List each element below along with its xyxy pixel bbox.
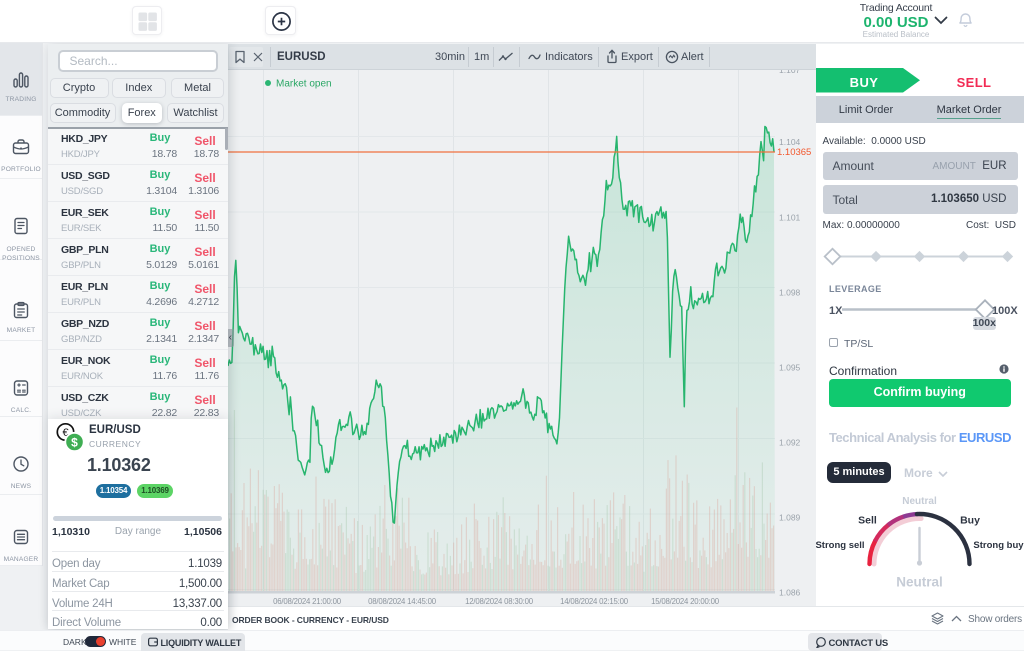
- svg-text:1.089: 1.089: [779, 513, 801, 523]
- svg-text:€: €: [62, 427, 68, 439]
- svg-text:1.104: 1.104: [779, 137, 801, 147]
- svg-text:1.098: 1.098: [779, 288, 801, 298]
- svg-text:1.095: 1.095: [779, 363, 801, 373]
- svg-text:1.086: 1.086: [779, 588, 801, 598]
- svg-text:12/08/2024 08:30:00: 12/08/2024 08:30:00: [465, 597, 534, 606]
- svg-text:06/08/2024 21:00:00: 06/08/2024 21:00:00: [273, 597, 342, 606]
- svg-text:Neutral: Neutral: [896, 575, 943, 590]
- svg-text:1.107: 1.107: [779, 70, 801, 75]
- svg-text:1.10365: 1.10365: [777, 147, 811, 158]
- svg-text:Sell: Sell: [858, 515, 877, 527]
- svg-text:15/08/2024 20:00:00: 15/08/2024 20:00:00: [651, 597, 720, 606]
- svg-text:14/08/2024 02:15:00: 14/08/2024 02:15:00: [560, 597, 629, 606]
- svg-text:08/08/2024 14:45:00: 08/08/2024 14:45:00: [368, 597, 437, 606]
- svg-text:Strong sell: Strong sell: [816, 540, 865, 551]
- svg-text:Market open: Market open: [276, 79, 332, 90]
- svg-text:$: $: [71, 436, 78, 450]
- svg-text:Strong buy: Strong buy: [973, 540, 1024, 551]
- svg-text:Buy: Buy: [960, 515, 980, 527]
- svg-text:1.092: 1.092: [779, 438, 801, 448]
- svg-text:1.101: 1.101: [779, 213, 801, 223]
- svg-text:Neutral: Neutral: [902, 496, 937, 507]
